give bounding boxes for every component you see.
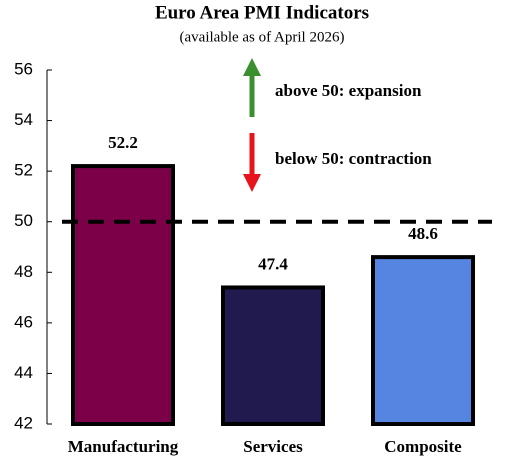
y-tick-label: 46 — [14, 312, 33, 331]
x-tick-label: Manufacturing — [68, 437, 179, 456]
data-label: 52.2 — [108, 133, 138, 152]
y-tick-label: 56 — [14, 59, 33, 78]
x-tick-label: Services — [243, 437, 303, 456]
y-tick-label: 42 — [14, 413, 33, 432]
annotation-arrow-head — [243, 174, 261, 192]
y-tick-label: 52 — [14, 161, 33, 180]
chart-subtitle: (available as of April 2026) — [180, 29, 345, 45]
bar — [371, 255, 475, 426]
bar — [221, 285, 325, 427]
y-tick-label: 50 — [14, 211, 33, 230]
y-tick-label: 48 — [14, 262, 33, 281]
data-label: 48.6 — [408, 224, 438, 243]
annotation: below 50: contraction — [275, 149, 432, 168]
chart-title: Euro Area PMI Indicators — [155, 2, 369, 23]
x-tick-label: Composite — [384, 437, 462, 456]
data-label: 47.4 — [258, 254, 288, 273]
annotation-arrow-head — [243, 58, 261, 76]
y-tick-label: 44 — [14, 363, 33, 382]
y-tick-label: 54 — [14, 110, 33, 129]
annotation: above 50: expansion — [275, 81, 422, 100]
bar — [71, 164, 175, 426]
